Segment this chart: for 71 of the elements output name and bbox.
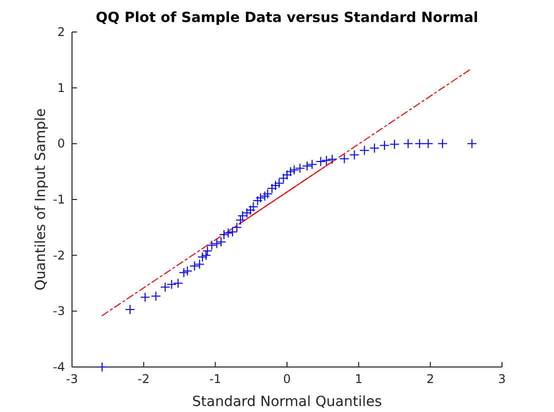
point [327,154,338,164]
point [160,282,170,292]
point [125,304,136,314]
point [379,140,390,150]
x-tick-label: 3 [498,372,506,386]
point [218,230,229,240]
point [182,266,192,276]
point [438,138,448,149]
point [403,138,414,149]
point [282,170,292,180]
chart-title: QQ Plot of Sample Data versus Standard Normal [96,10,478,26]
y-tick-label: -3 [53,304,65,318]
point [140,292,150,302]
x-tick-label: 0 [283,372,291,386]
point [166,279,177,290]
y-tick-label: 1 [57,80,65,95]
point [262,188,273,199]
point [206,240,217,250]
point [270,180,281,191]
point [466,138,477,149]
x-tick-label: 1 [354,372,362,386]
point [359,145,370,156]
point [201,250,212,260]
point [286,166,296,177]
x-tick-label: -2 [138,372,150,386]
point [339,154,350,164]
point [390,139,400,150]
point [307,159,318,170]
y-tick-label: -1 [53,192,65,206]
point [228,226,238,237]
point [274,178,284,188]
point [173,278,184,288]
point [255,192,266,203]
point [423,138,434,149]
point [194,259,205,270]
point [245,205,256,216]
point [235,215,246,226]
x-tick-label: -3 [66,372,78,386]
point [242,208,252,218]
y-tick-label: 0 [57,136,65,151]
y-tick-label: -4 [53,360,65,374]
y-tick-label: 2 [57,25,65,39]
point [252,196,263,206]
y-tick-label: -2 [53,248,65,262]
point [190,260,200,271]
point [294,163,305,174]
y-axis-title: Quantiles of Input Sample [33,108,49,291]
point [238,210,248,221]
point [248,202,258,212]
point [349,150,360,160]
x-tick-label: -1 [209,372,222,386]
point [369,143,380,154]
point [197,252,208,262]
point [321,155,332,166]
point [316,156,326,167]
point [232,222,242,232]
point [97,362,108,372]
point [216,236,226,247]
point [260,191,270,202]
point [223,228,234,238]
point [302,161,312,171]
point [414,138,425,149]
point [202,246,212,256]
point [212,238,222,249]
point [178,268,189,278]
point [150,291,161,302]
point [278,173,288,184]
x-axis-title: Standard Normal Quantiles [192,394,382,410]
x-tick-label: 2 [426,372,434,386]
point [289,164,300,175]
point [266,183,277,194]
